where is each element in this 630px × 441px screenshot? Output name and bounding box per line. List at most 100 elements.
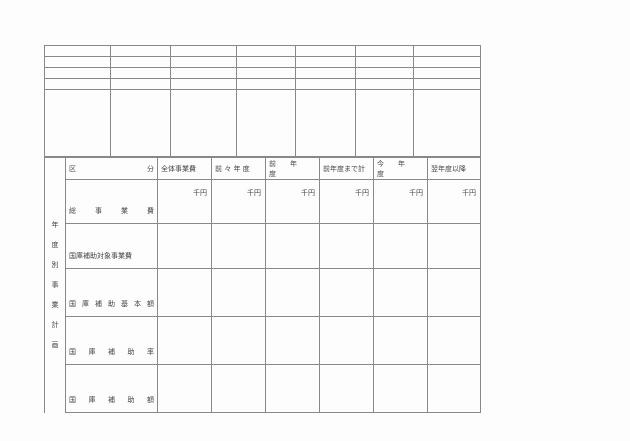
blank-cell	[413, 67, 481, 79]
header-category: 区分	[65, 157, 158, 180]
blank-cell	[110, 67, 171, 79]
blank-cell	[236, 89, 296, 157]
header-row: 年度別事業計画 区分 全体事業費 前 々 年 度 前 年 度 前年度まで計 今 …	[44, 157, 481, 413]
row-label-char: 国	[69, 300, 76, 308]
value-cell[interactable]	[427, 268, 481, 317]
value-cell[interactable]	[211, 268, 266, 317]
side-label-char: 画	[51, 341, 59, 350]
value-cell[interactable]	[427, 316, 481, 365]
blank-row	[44, 45, 481, 57]
value-cell[interactable]: 千円	[373, 179, 428, 224]
blank-cell	[236, 78, 296, 90]
value-cell[interactable]	[265, 268, 320, 317]
upper-blank-table	[44, 45, 481, 157]
table-row: 国庫補助対象事業費	[45, 223, 481, 269]
value-cell[interactable]	[427, 223, 481, 269]
value-cell[interactable]	[157, 223, 212, 269]
value-cell[interactable]	[319, 364, 374, 413]
blank-cell	[355, 45, 414, 57]
blank-cell	[236, 45, 296, 57]
row-label-char: 補	[95, 300, 102, 308]
annual-project-plan-table: 年度別事業計画 区分 全体事業費 前 々 年 度 前 年 度 前年度まで計 今 …	[44, 157, 481, 413]
value-cell[interactable]	[157, 364, 212, 413]
value-cell[interactable]: 千円	[427, 179, 481, 224]
blank-cell	[236, 67, 296, 79]
blank-cell	[44, 45, 111, 57]
row-label-char: 総	[69, 207, 76, 215]
blank-cell	[44, 56, 111, 68]
blank-row	[44, 56, 481, 68]
value-cell[interactable]: 千円	[265, 179, 320, 224]
row-label: 総事業費	[65, 179, 158, 224]
blank-cell	[295, 89, 356, 157]
blank-row	[44, 78, 481, 90]
row-label-char: 庫	[82, 300, 89, 308]
value-cell[interactable]	[427, 364, 481, 413]
value-cell[interactable]	[265, 316, 320, 365]
row-label-char: 助	[127, 348, 135, 356]
blank-cell	[110, 45, 171, 57]
row-label-char: 補	[108, 396, 115, 404]
value-cell[interactable]	[373, 268, 428, 317]
header-category-1: 区	[69, 164, 76, 173]
row-label-char: 業	[121, 207, 128, 215]
row-label: 国庫補助率	[65, 316, 158, 365]
value-cell[interactable]: 千円	[157, 179, 212, 224]
table-row: 国庫補助率	[45, 316, 481, 365]
blank-cell	[355, 89, 414, 157]
value-cell[interactable]	[211, 364, 266, 413]
row-label-char: 費	[147, 207, 154, 215]
header-following-years: 翌年度以降	[427, 157, 481, 180]
row-label-char: 国	[69, 396, 76, 404]
blank-cell	[295, 56, 356, 68]
side-label-char: 年	[51, 221, 59, 230]
header-category-2: 分	[147, 164, 154, 173]
row-label-char: 助	[127, 396, 135, 404]
value-cell[interactable]	[265, 223, 320, 269]
blank-cell	[355, 56, 414, 68]
blank-cell	[413, 78, 481, 90]
value-cell[interactable]	[265, 364, 320, 413]
value-cell[interactable]: 千円	[319, 179, 374, 224]
side-label-annual-plan: 年度別事業計画	[44, 157, 66, 413]
value-cell[interactable]	[211, 223, 266, 269]
blank-cell	[295, 67, 356, 79]
value-cell[interactable]	[319, 316, 374, 365]
blank-cell	[110, 78, 171, 90]
blank-cell	[170, 89, 237, 157]
value-cell[interactable]	[373, 364, 428, 413]
blank-cell	[170, 78, 237, 90]
blank-cell	[295, 45, 356, 57]
header-prior-year: 前 年 度	[265, 157, 320, 180]
value-cell[interactable]	[319, 223, 374, 269]
table-row: 国庫補助額	[45, 364, 481, 413]
side-label-char: 事	[51, 281, 59, 290]
row-label-char: 率	[147, 348, 154, 356]
blank-row	[44, 89, 481, 157]
row-label-char: 額	[147, 396, 154, 404]
side-label-char: 業	[51, 301, 59, 310]
blank-row	[44, 67, 481, 79]
row-label-char: 基	[121, 300, 128, 308]
blank-cell	[110, 89, 171, 157]
value-cell[interactable]	[211, 316, 266, 365]
header-two-years-prior: 前 々 年 度	[211, 157, 266, 180]
value-cell[interactable]	[157, 268, 212, 317]
row-label-char: 国	[69, 348, 76, 356]
blank-cell	[44, 89, 111, 157]
blank-cell	[355, 67, 414, 79]
header-total: 全体事業費	[157, 157, 212, 180]
row-label-char: 庫	[88, 348, 96, 356]
value-cell[interactable]	[319, 268, 374, 317]
row-label-char: 助	[108, 300, 115, 308]
value-cell[interactable]: 千円	[211, 179, 266, 224]
row-label-char: 本	[134, 300, 141, 308]
side-label-char: 計	[51, 321, 59, 330]
blank-cell	[355, 78, 414, 90]
blank-cell	[110, 56, 171, 68]
value-cell[interactable]	[373, 223, 428, 269]
row-label: 国庫補助対象事業費	[65, 223, 158, 269]
value-cell[interactable]	[373, 316, 428, 365]
blank-cell	[170, 67, 237, 79]
value-cell[interactable]	[157, 316, 212, 365]
